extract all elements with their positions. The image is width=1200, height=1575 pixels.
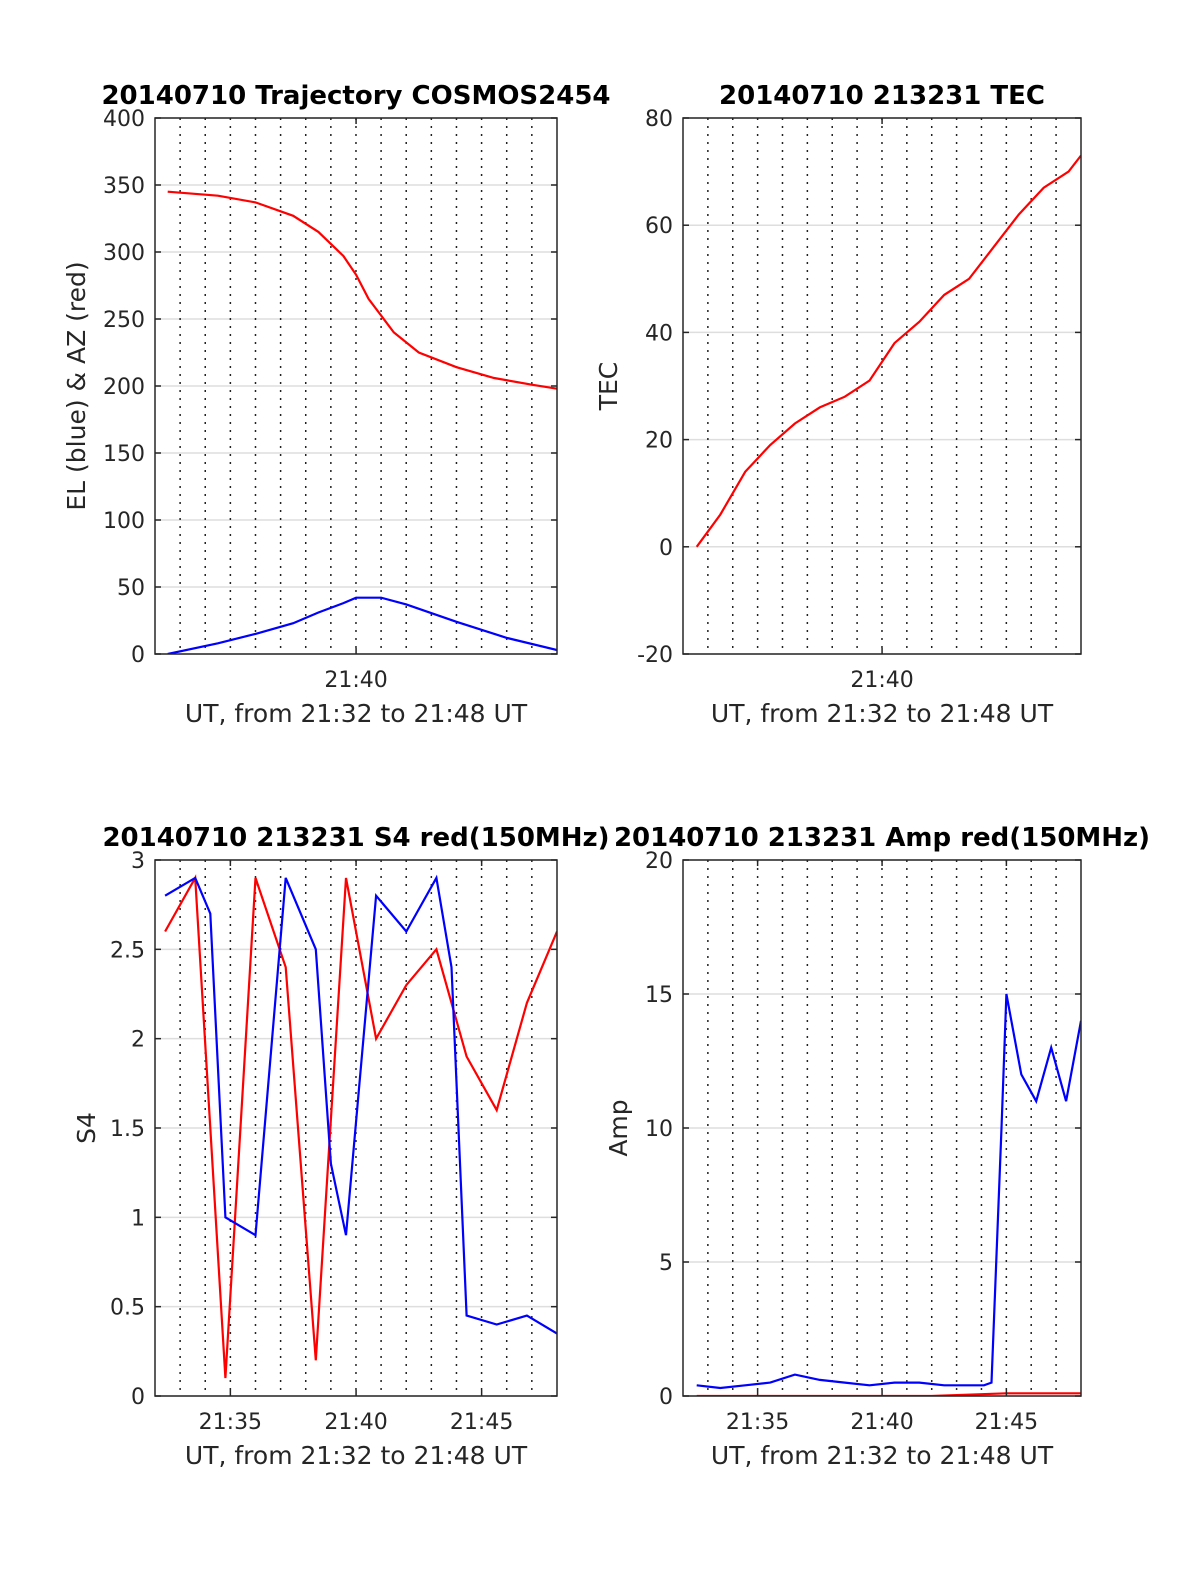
y-tick-label: 20 (645, 849, 673, 874)
y-tick-label: 350 (103, 174, 145, 199)
chart-2: -20 0 20 40 60 80 21:40 20140710 213231 TEC UT, … (594, 81, 1082, 728)
series-line-1 (167, 190, 557, 390)
y-tick-label: 0 (659, 1385, 673, 1410)
y-tick-label: 1.5 (110, 1117, 145, 1142)
series-line-1 (696, 993, 1081, 1390)
y-tick-label: 0.5 (110, 1296, 145, 1321)
series-line-1 (164, 874, 557, 1379)
series-line-2 (167, 596, 557, 654)
y-tick-label: 2.5 (110, 938, 145, 963)
chart-title: 20140710 213231 Amp red(150MHz) (614, 823, 1150, 853)
y-tick-label: 1 (131, 1206, 145, 1231)
x-tick-label: 21:40 (324, 1410, 387, 1435)
series-line-2 (164, 874, 557, 1335)
series-line-2 (696, 1392, 1081, 1396)
y-tick-label: 150 (103, 442, 145, 467)
x-tick-label: 21:35 (199, 1410, 262, 1435)
chart-title: 20140710 213231 TEC (719, 81, 1045, 111)
y-axis-label: TEC (594, 362, 623, 412)
y-tick-label: 100 (103, 509, 145, 534)
y-tick-label: 0 (131, 1385, 145, 1410)
y-tick-label: 20 (645, 429, 673, 454)
x-tick-label: 21:40 (850, 668, 913, 693)
y-tick-label: 80 (645, 107, 673, 132)
y-tick-label: -20 (637, 643, 673, 668)
y-tick-label: 3 (131, 849, 145, 874)
series-line-1 (695, 154, 1081, 548)
y-tick-label: 50 (117, 576, 145, 601)
y-tick-label: 10 (645, 1117, 673, 1142)
x-axis-label: UT, from 21:32 to 21:48 UT (185, 699, 528, 728)
chart-1: 0 50 100 150 200 250 300 350 400 21:40 20140710 Tr… (62, 81, 611, 728)
x-tick-label: 21:35 (726, 1410, 789, 1435)
y-tick-label: 0 (659, 536, 673, 561)
y-tick-label: 0 (131, 643, 145, 668)
y-axis-label: S4 (72, 1112, 101, 1144)
x-tick-label: 21:45 (450, 1410, 513, 1435)
y-tick-label: 15 (645, 983, 673, 1008)
y-tick-label: 5 (659, 1251, 673, 1276)
y-tick-label: 60 (645, 214, 673, 239)
chart-title: 20140710 213231 S4 red(150MHz) (102, 823, 609, 853)
y-tick-label: 300 (103, 241, 145, 266)
y-tick-label: 2 (131, 1028, 145, 1053)
x-tick-label: 21:40 (850, 1410, 913, 1435)
y-tick-label: 400 (103, 107, 145, 132)
y-tick-label: 250 (103, 308, 145, 333)
y-axis-label: Amp (604, 1099, 633, 1156)
y-tick-label: 40 (645, 321, 673, 346)
chart-3: 0 0.5 1 1.5 2 2.5 3 21:35 21:40 21:45 20140710 213… (72, 823, 610, 1470)
y-axis-label: EL (blue) & AZ (red) (62, 261, 91, 510)
chart-title: 20140710 Trajectory COSMOS2454 (101, 81, 610, 111)
x-tick-label: 21:45 (975, 1410, 1038, 1435)
x-axis-label: UT, from 21:32 to 21:48 UT (185, 1441, 528, 1470)
chart-4: 0 5 10 15 20 21:35 21:40 21:45 20140710 213231 A… (604, 823, 1150, 1470)
x-axis-label: UT, from 21:32 to 21:48 UT (711, 1441, 1054, 1470)
x-axis-label: UT, from 21:32 to 21:48 UT (711, 699, 1054, 728)
x-tick-label: 21:40 (324, 668, 387, 693)
y-tick-label: 200 (103, 375, 145, 400)
